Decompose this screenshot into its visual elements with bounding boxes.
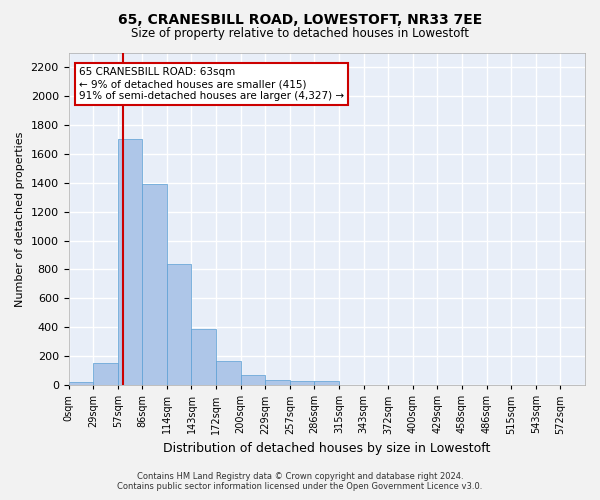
Bar	[241, 376, 265, 385]
Text: 65 CRANESBILL ROAD: 63sqm
← 9% of detached houses are smaller (415)
91% of semi-: 65 CRANESBILL ROAD: 63sqm ← 9% of detach…	[79, 68, 344, 100]
Bar	[216, 362, 241, 385]
Bar	[93, 362, 118, 385]
Y-axis label: Number of detached properties: Number of detached properties	[15, 131, 25, 306]
Text: Size of property relative to detached houses in Lowestoft: Size of property relative to detached ho…	[131, 28, 469, 40]
Bar	[167, 264, 191, 385]
Bar	[68, 382, 93, 385]
Bar	[290, 381, 314, 385]
Bar	[265, 380, 290, 385]
Bar	[142, 184, 167, 385]
Text: 65, CRANESBILL ROAD, LOWESTOFT, NR33 7EE: 65, CRANESBILL ROAD, LOWESTOFT, NR33 7EE	[118, 12, 482, 26]
Bar	[314, 381, 339, 385]
Bar	[118, 140, 142, 385]
X-axis label: Distribution of detached houses by size in Lowestoft: Distribution of detached houses by size …	[163, 442, 490, 455]
Bar	[191, 330, 216, 385]
Text: Contains HM Land Registry data © Crown copyright and database right 2024.
Contai: Contains HM Land Registry data © Crown c…	[118, 472, 482, 491]
